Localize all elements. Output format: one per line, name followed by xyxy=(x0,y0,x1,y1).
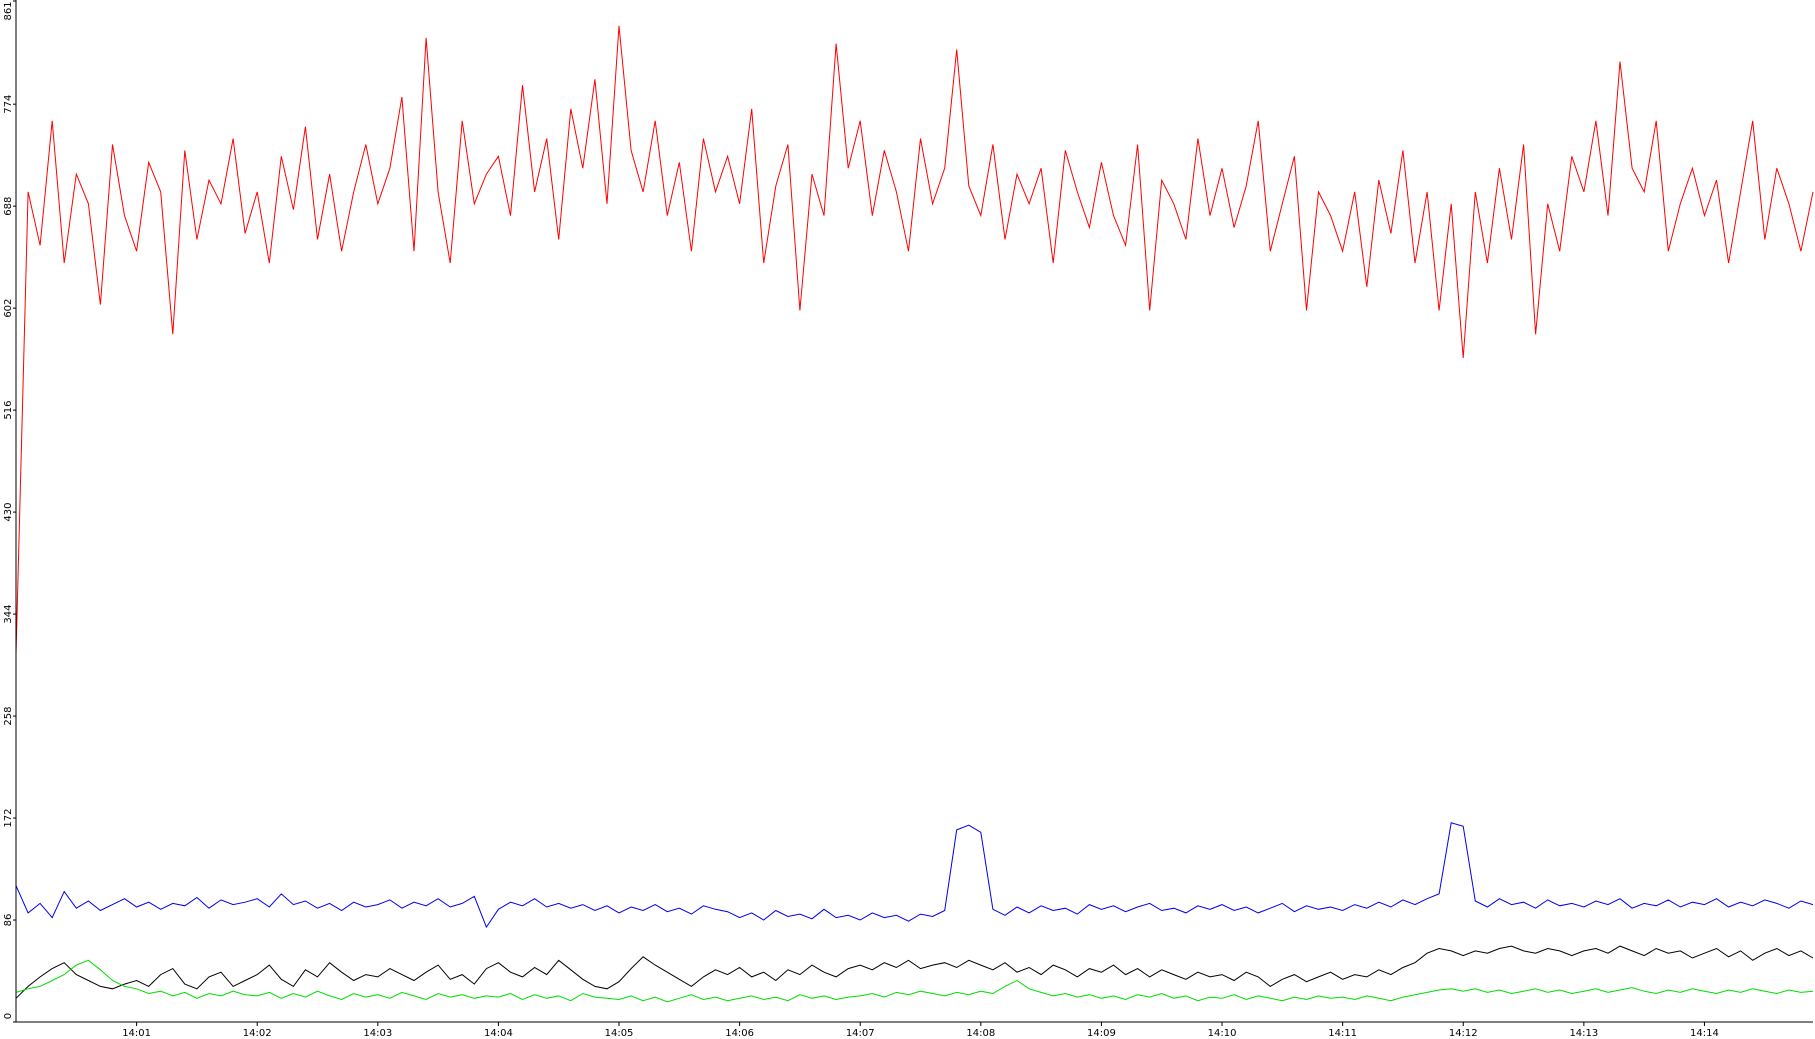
x-tick-label: 14:05 xyxy=(605,1028,634,1039)
y-tick-label: 602 xyxy=(3,299,14,318)
x-tick-label: 14:02 xyxy=(243,1028,272,1039)
y-tick-label: 258 xyxy=(3,707,14,726)
y-tick-label: 172 xyxy=(3,808,14,827)
series-line xyxy=(15,25,1814,655)
x-tick-label: 14:01 xyxy=(122,1028,151,1039)
series-line xyxy=(15,945,1814,999)
x-tick-label: 14:04 xyxy=(484,1028,513,1039)
x-tick-label: 14:03 xyxy=(363,1028,392,1039)
x-tick-label: 14:14 xyxy=(1690,1028,1719,1039)
x-tick-label: 14:12 xyxy=(1449,1028,1478,1039)
x-tick-label: 14:08 xyxy=(966,1028,995,1039)
y-tick-label: 86 xyxy=(3,914,14,927)
y-tick-label: 861 xyxy=(3,1,14,20)
y-tick-label: 344 xyxy=(3,605,14,624)
x-tick-label: 14:11 xyxy=(1328,1028,1357,1039)
x-tick-label: 14:10 xyxy=(1208,1028,1237,1039)
y-tick-label: 0 xyxy=(3,1013,14,1019)
series-line xyxy=(15,959,1814,1003)
y-tick-label: 688 xyxy=(3,197,14,216)
y-tick-label: 774 xyxy=(3,95,14,114)
y-tick-label: 516 xyxy=(3,401,14,420)
x-tick-label: 14:06 xyxy=(725,1028,754,1039)
x-tick-label: 14:07 xyxy=(846,1028,875,1039)
series-line xyxy=(15,822,1814,929)
x-tick-label: 14:09 xyxy=(1087,1028,1116,1039)
y-tick-label: 430 xyxy=(3,503,14,522)
x-tick-label: 14:13 xyxy=(1569,1028,1598,1039)
